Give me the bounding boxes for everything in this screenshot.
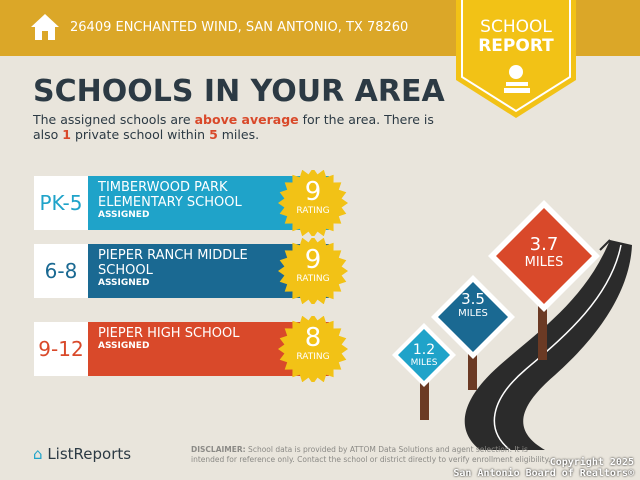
school-row: 6-8 PIEPER RANCH MIDDLE SCHOOL ASSIGNED 9… bbox=[34, 238, 348, 304]
grade-range: 6-8 bbox=[34, 244, 88, 298]
school-status: ASSIGNED bbox=[98, 341, 150, 351]
rating-seal-icon bbox=[278, 170, 348, 236]
school-name: PIEPER HIGH SCHOOL bbox=[98, 326, 240, 341]
school-row: PK-5 TIMBERWOOD PARK ELEMENTARY SCHOOL AS… bbox=[34, 170, 348, 236]
logo-icon: ⌂ bbox=[33, 445, 43, 463]
school-row: 9-12 PIEPER HIGH SCHOOL ASSIGNED 8 RATING bbox=[34, 316, 348, 382]
apple-books-icon bbox=[504, 65, 530, 93]
intro-text: The assigned schools are above average f… bbox=[33, 112, 434, 142]
page-title: SCHOOLS IN YOUR AREA bbox=[33, 74, 445, 109]
property-address: 26409 ENCHANTED WIND, SAN ANTONIO, TX 78… bbox=[70, 20, 409, 35]
school-name: PIEPER RANCH MIDDLE SCHOOL bbox=[98, 248, 248, 278]
home-icon bbox=[31, 14, 59, 40]
rating-seal-icon bbox=[278, 238, 348, 304]
grade-range: 9-12 bbox=[34, 322, 88, 376]
rating: 9 RATING bbox=[296, 177, 330, 216]
sign-label-2: 3.5 MILES bbox=[458, 290, 488, 319]
grade-range: PK-5 bbox=[34, 176, 88, 230]
school-status: ASSIGNED bbox=[98, 210, 150, 220]
sign-label-3: 3.7 MILES bbox=[524, 234, 564, 270]
school-report-badge bbox=[456, 0, 576, 118]
badge-text: SCHOOL REPORT bbox=[478, 17, 554, 56]
school-name: TIMBERWOOD PARK ELEMENTARY SCHOOL bbox=[98, 180, 242, 210]
sign-label-1: 1.2 MILES bbox=[410, 342, 438, 368]
rating-seal-icon bbox=[278, 316, 348, 382]
rating: 8 RATING bbox=[296, 323, 330, 362]
school-status: ASSIGNED bbox=[98, 278, 150, 288]
listreports-logo: ⌂ ListReports bbox=[33, 445, 132, 463]
disclaimer: DISCLAIMER: School data is provided by A… bbox=[191, 445, 551, 464]
copyright: Copyright 2025 San Antonio Board of Realt… bbox=[453, 457, 634, 479]
rating: 9 RATING bbox=[296, 245, 330, 284]
road-illustration bbox=[392, 200, 632, 450]
